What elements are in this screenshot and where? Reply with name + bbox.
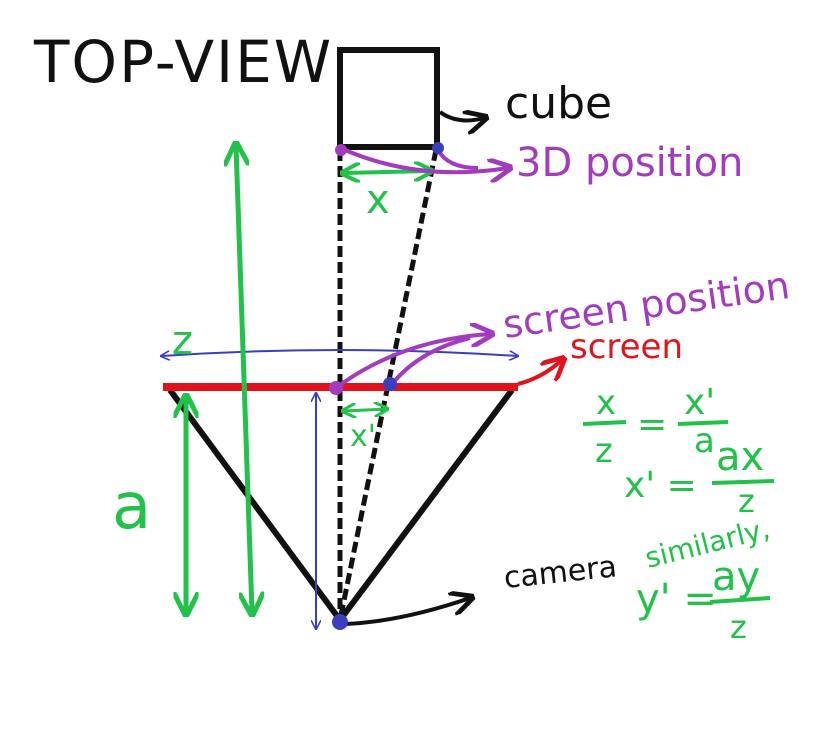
cube-pointer-arrow — [438, 112, 484, 120]
3d-position-arrow-2 — [436, 148, 479, 170]
eq-x-prime-fraction-bar — [711, 479, 775, 485]
eq-x-prime-lhs: x' = — [624, 465, 697, 506]
x-prime-label: x' — [350, 419, 376, 454]
z-depth-dimension-arrow — [236, 146, 252, 612]
screen-label: screen — [570, 327, 683, 367]
eq-y-prime-numerator: ay — [712, 554, 760, 600]
equation-x-prime: x' = ax z — [624, 434, 775, 520]
eq-y-prime-lhs: y' = — [636, 576, 717, 622]
eq-y-prime-fraction-bar — [709, 596, 771, 604]
screen-center-point — [329, 381, 343, 395]
3d-position-point — [432, 142, 444, 154]
eq-ratio-equals: = — [637, 404, 667, 445]
camera-point — [332, 614, 348, 630]
frustum-right-edge — [337, 388, 515, 622]
equation-y-prime: similarly, y' = ay z — [636, 512, 773, 646]
3d-position-label: 3D position — [516, 140, 743, 186]
eq-ratio-left-numerator: x — [596, 383, 616, 423]
eq-ratio-left-fraction-bar — [582, 420, 627, 426]
screen-position-point — [383, 377, 397, 391]
eq-y-prime-denominator: z — [730, 608, 747, 646]
camera-pointer-arrow — [343, 598, 470, 626]
x-prime-dimension-arrow — [344, 409, 386, 411]
eq-x-prime-denominator: z — [738, 482, 755, 520]
screen-position-arrow — [334, 334, 490, 390]
cube-square — [337, 47, 440, 150]
x-label: x — [366, 177, 390, 223]
eq-ratio-left-denominator: z — [595, 431, 613, 471]
frustum-left-edge — [167, 388, 343, 622]
eq-ratio-right-denominator: a — [694, 421, 715, 461]
page-title: TOP-VIEW — [33, 28, 333, 96]
cube-label: cube — [505, 78, 612, 129]
screen-pointer-arrow — [517, 360, 562, 386]
3d-position-arrow — [344, 148, 508, 172]
eq-ratio-right-numerator: x' — [684, 382, 715, 423]
z-label: z — [172, 318, 193, 364]
a-label: a — [112, 470, 151, 544]
eq-x-prime-numerator: ax — [716, 434, 764, 480]
camera-label: camera — [502, 549, 618, 596]
eq-ratio-right-fraction-bar — [677, 420, 729, 426]
equation-ratio: x z = x' a — [582, 382, 729, 471]
z-dimension-arrow — [162, 349, 517, 356]
cube-corner-point — [335, 144, 347, 156]
screen-position-arrow-2 — [390, 336, 471, 386]
